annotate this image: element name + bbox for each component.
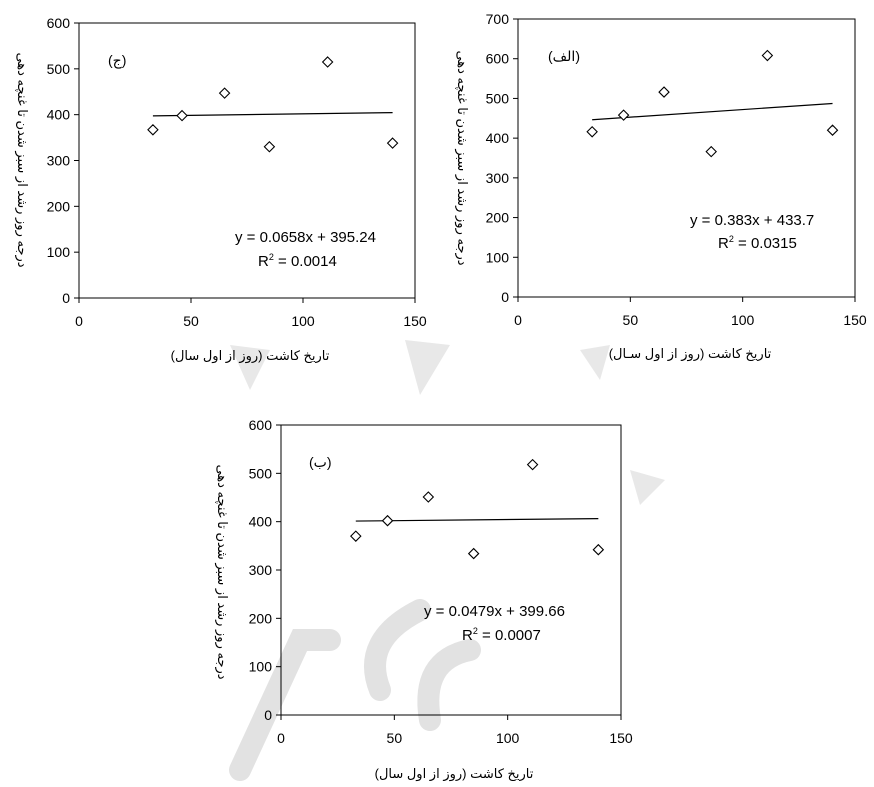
data-point bbox=[826, 124, 839, 136]
trendline bbox=[592, 102, 833, 121]
plot-area bbox=[517, 18, 856, 298]
y-axis-title: درجه روز رشد از سبز شدن تا غنچه دهی bbox=[454, 50, 470, 265]
marks: 0 100 200 300 400 500 600 0 50 100 150 bbox=[47, 15, 427, 329]
data-point bbox=[147, 124, 159, 136]
r-squared-label: R bbox=[462, 627, 473, 644]
panel-label: (الف) bbox=[548, 48, 580, 64]
trend-equation: y = 0.0479x + 399.66 bbox=[424, 603, 565, 620]
x-tick-label: 0 bbox=[514, 312, 522, 328]
data-point bbox=[422, 491, 435, 503]
chart-be: 0 100 200 300 400 500 600 0 50 100 150 (ب) y = 0.0… bbox=[214, 417, 633, 782]
data-point bbox=[263, 140, 276, 153]
y-tick-label: 500 bbox=[47, 61, 71, 77]
x-tick-label: 50 bbox=[183, 313, 199, 329]
x-axis-title: تاریخ کاشت (روز از اول سـال) bbox=[609, 346, 772, 362]
r-squared-exponent: 2 bbox=[269, 252, 274, 262]
y-tick-label: 0 bbox=[501, 289, 509, 305]
y-tick-label: 500 bbox=[486, 90, 510, 106]
trendline bbox=[355, 517, 599, 522]
x-tick-label: 50 bbox=[623, 312, 639, 328]
y-tick-label: 400 bbox=[486, 130, 510, 146]
panel-label: (ج) bbox=[108, 52, 126, 69]
r-squared-exponent: 2 bbox=[729, 234, 734, 244]
watermark bbox=[229, 340, 665, 781]
y-tick-label: 0 bbox=[62, 290, 70, 306]
data-point bbox=[592, 543, 605, 556]
x-axis-title: تاریخ کاشت (روز از اول سال) bbox=[171, 348, 330, 364]
y-axis-title: درجه روز رشد از سبز شدن تا غنچه دهی bbox=[214, 464, 230, 679]
plot-area bbox=[78, 22, 416, 299]
y-tick-label: 200 bbox=[47, 198, 71, 214]
y-tick-label: 300 bbox=[249, 562, 273, 578]
x-tick-label: 0 bbox=[277, 730, 285, 746]
data-point bbox=[381, 514, 394, 527]
y-tick-label: 200 bbox=[486, 210, 510, 226]
data-point bbox=[761, 49, 774, 62]
x-tick-label: 0 bbox=[75, 313, 83, 329]
y-tick-label: 200 bbox=[249, 610, 273, 626]
x-tick-label: 100 bbox=[496, 730, 520, 746]
data-point bbox=[218, 87, 231, 99]
y-tick-label: 400 bbox=[47, 107, 71, 123]
plot-area bbox=[280, 424, 622, 716]
y-tick-label: 300 bbox=[47, 153, 71, 169]
data-point bbox=[705, 145, 717, 158]
x-tick-label: 100 bbox=[731, 312, 755, 328]
y-tick-label: 300 bbox=[486, 170, 510, 186]
x-tick-label: 50 bbox=[387, 730, 403, 746]
x-axis-title: تاریخ کاشت (روز از اول سال) bbox=[375, 766, 534, 782]
x-tick-label: 150 bbox=[843, 312, 867, 328]
r-squared-value: = 0.0315 bbox=[734, 235, 797, 252]
data-point bbox=[350, 530, 362, 542]
chart-jim: 0 100 200 300 400 500 600 0 50 100 150 (ج) y = 0.0… bbox=[14, 15, 427, 364]
y-tick-label: 100 bbox=[47, 244, 71, 260]
trend-equation: y = 0.0658x + 395.24 bbox=[235, 229, 376, 246]
x-tick-label: 150 bbox=[403, 313, 427, 329]
data-point bbox=[467, 547, 480, 560]
panel-label: (ب) bbox=[309, 454, 332, 470]
r-squared: R2 = 0.0014 bbox=[258, 252, 337, 270]
y-tick-label: 700 bbox=[486, 11, 510, 27]
r-squared-label: R bbox=[258, 253, 269, 270]
r-squared-exponent: 2 bbox=[473, 626, 478, 636]
x-tick-label: 100 bbox=[291, 313, 315, 329]
y-axis-title: درجه روز رشد از سبز شدن تا غنچه دهی bbox=[14, 52, 30, 267]
y-tick-label: 500 bbox=[249, 465, 273, 481]
x-tick-label: 150 bbox=[609, 730, 633, 746]
r-squared-label: R bbox=[718, 235, 729, 252]
y-tick-label: 100 bbox=[486, 249, 510, 265]
marks: 0 100 200 300 400 500 600 700 0 50 100 150 bbox=[486, 11, 867, 328]
y-tick-label: 600 bbox=[486, 51, 510, 67]
r-squared-value: = 0.0014 bbox=[274, 253, 337, 270]
y-tick-label: 600 bbox=[249, 417, 273, 433]
r-squared: R2 = 0.0007 bbox=[462, 626, 541, 644]
r-squared: R2 = 0.0315 bbox=[718, 234, 797, 252]
y-tick-label: 100 bbox=[249, 659, 273, 675]
chart-alef: 0 100 200 300 400 500 600 700 0 50 100 150 (الف) y … bbox=[454, 11, 867, 362]
data-point bbox=[386, 137, 399, 149]
data-point bbox=[176, 109, 188, 122]
r-squared-value: = 0.0007 bbox=[478, 627, 541, 644]
trend-equation: y = 0.383x + 433.7 bbox=[690, 212, 814, 229]
trendline bbox=[152, 112, 393, 117]
marks: 0 100 200 300 400 500 600 0 50 100 150 bbox=[249, 417, 633, 746]
y-tick-label: 400 bbox=[249, 514, 273, 530]
data-point bbox=[526, 458, 539, 471]
y-tick-label: 600 bbox=[47, 15, 71, 31]
data-point bbox=[617, 109, 630, 121]
data-point bbox=[321, 56, 334, 68]
data-point bbox=[586, 126, 598, 138]
y-tick-label: 0 bbox=[264, 707, 272, 723]
data-point bbox=[658, 86, 670, 98]
